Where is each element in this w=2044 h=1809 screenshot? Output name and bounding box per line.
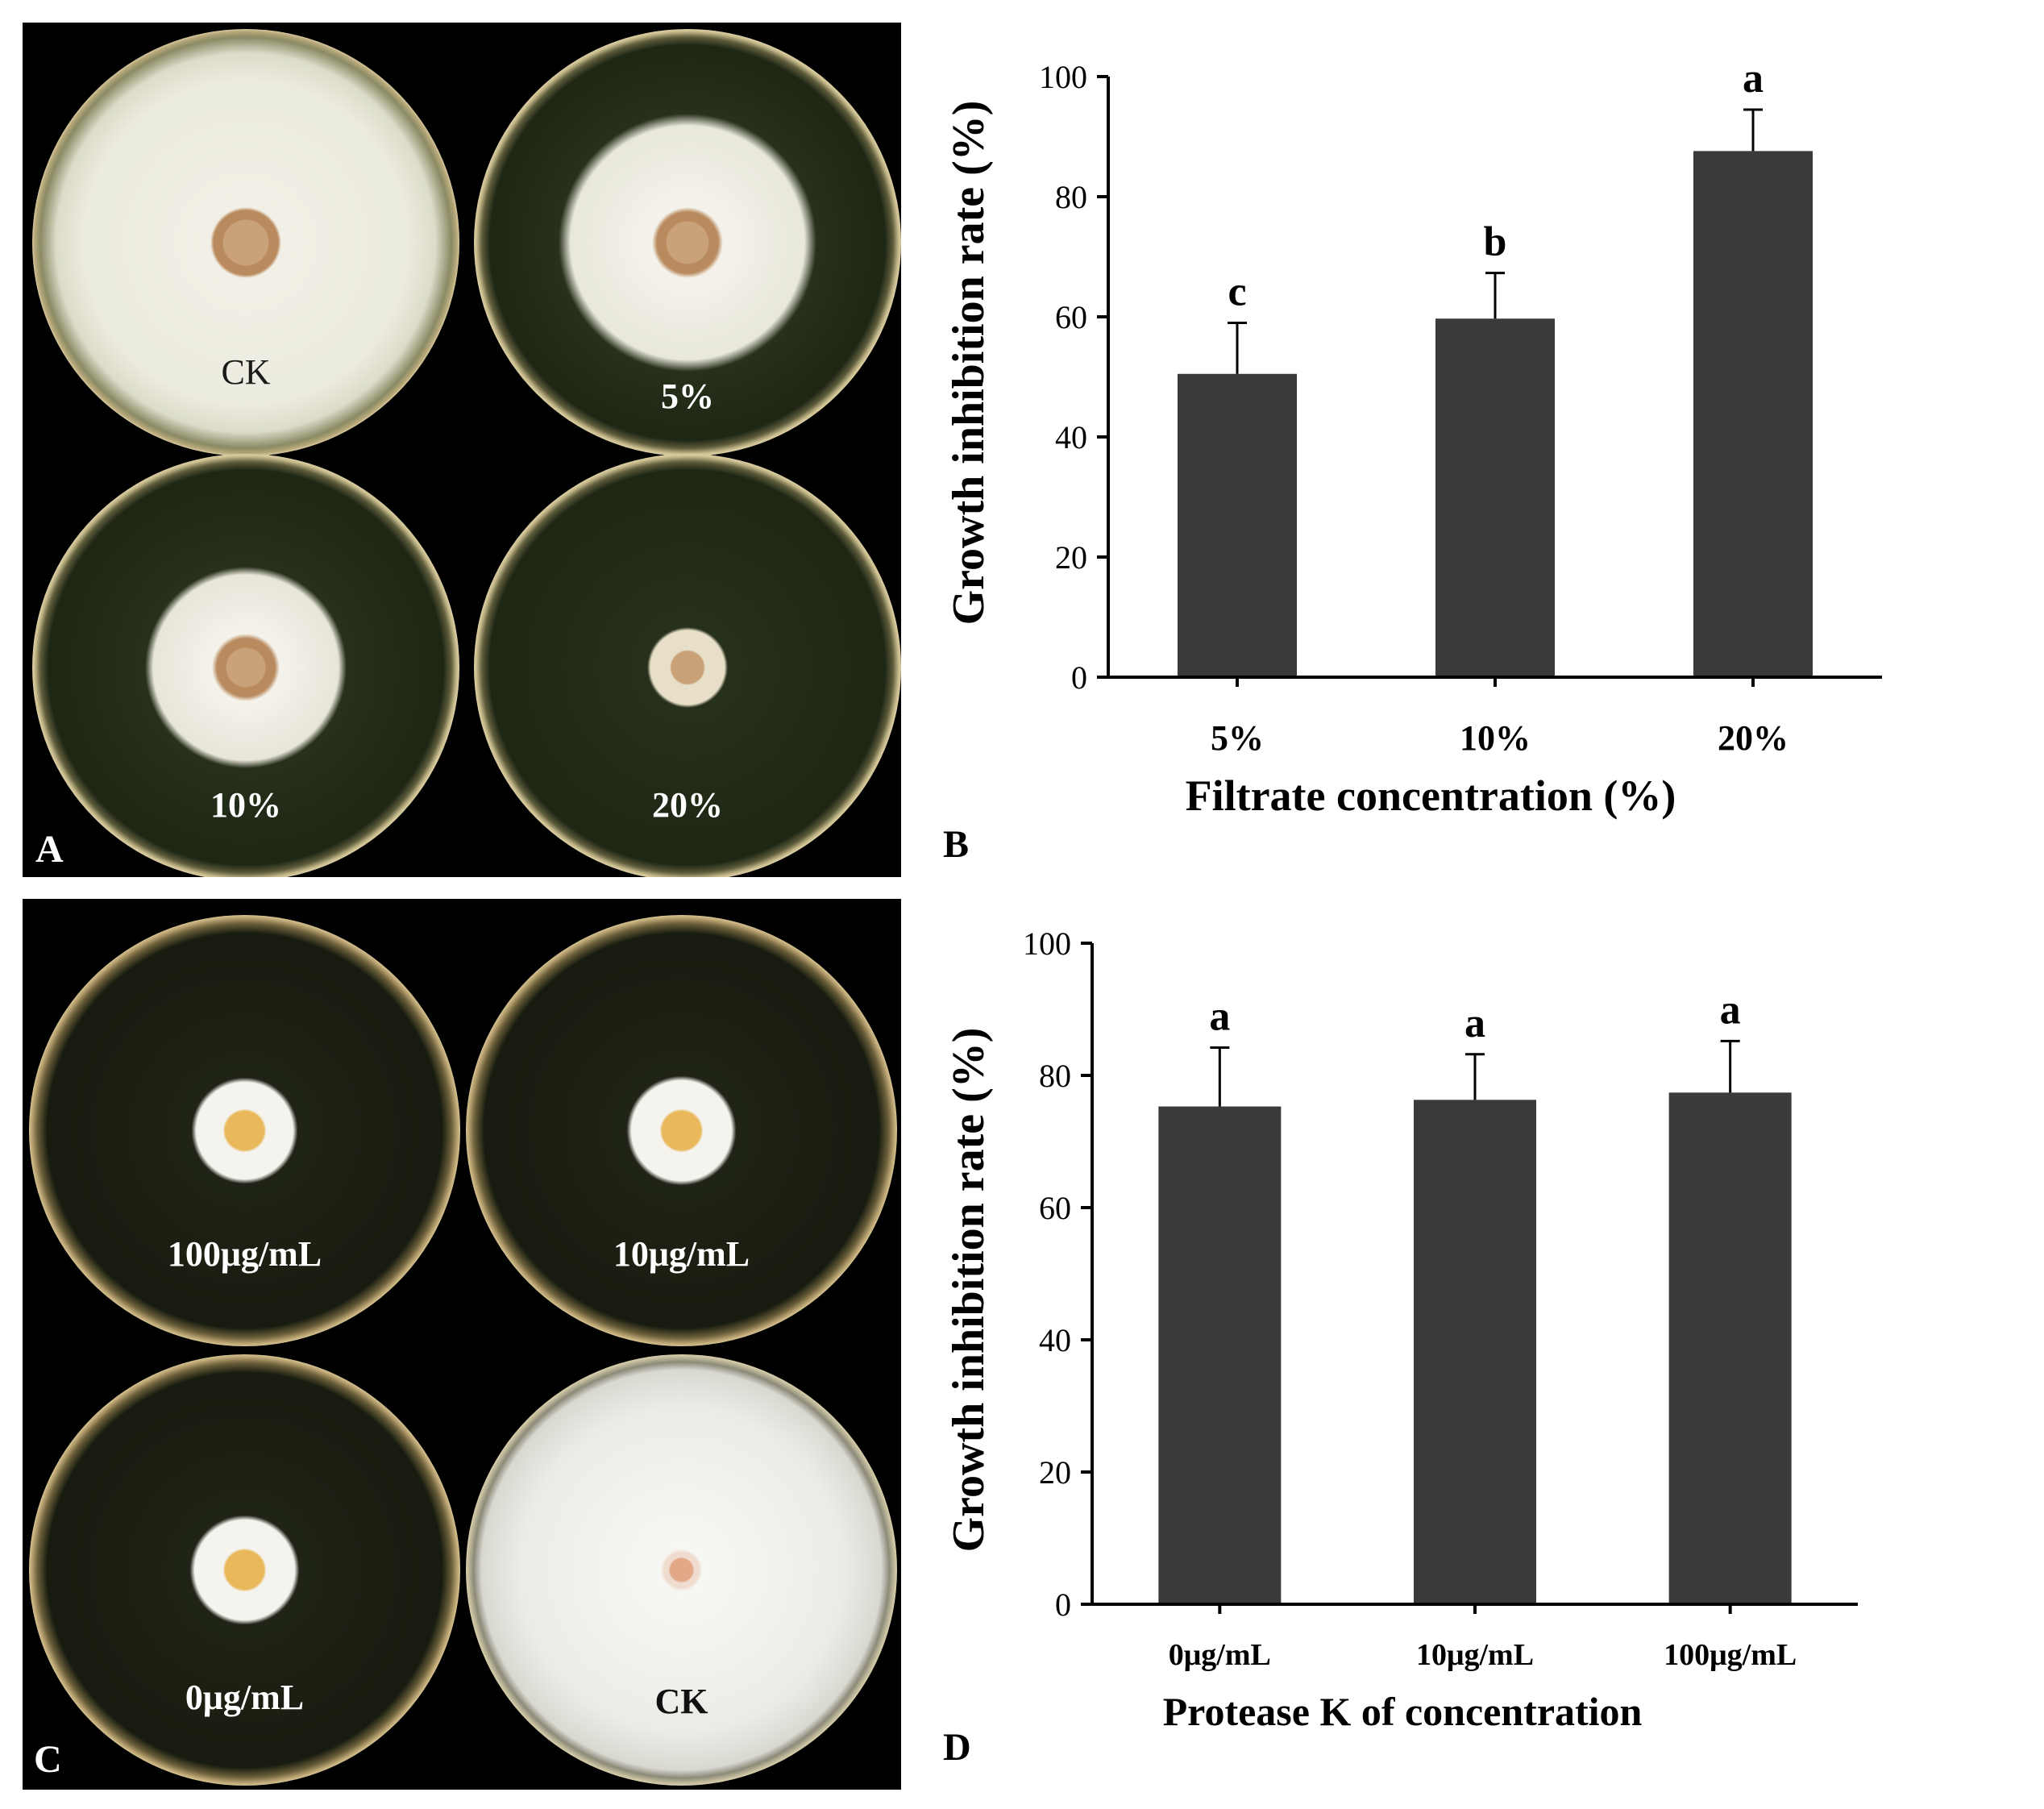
panel-a-photo: CK 5% 10% 20% A <box>23 23 901 877</box>
y-tick-label: 100 <box>1039 59 1087 95</box>
y-tick-label: 20 <box>1055 539 1087 576</box>
plate-label: CK <box>654 1682 708 1721</box>
significance-label: b <box>1484 219 1507 265</box>
y-tick-label: 60 <box>1055 299 1087 335</box>
bar <box>1414 1100 1536 1604</box>
x-tick-label: 5% <box>1211 718 1264 758</box>
plate-label: 20% <box>652 785 723 825</box>
panel-letter-d: D <box>943 1726 971 1769</box>
plate-label: 0μg/mL <box>185 1678 305 1717</box>
panel-letter-c: C <box>34 1738 62 1781</box>
plate-label: CK <box>221 352 271 392</box>
petri-dish-10ug: 10μg/mL <box>466 915 897 1346</box>
significance-label: a <box>1464 1000 1485 1046</box>
x-tick-label: 0μg/mL <box>1169 1638 1271 1672</box>
y-tick-label: 80 <box>1039 1058 1071 1094</box>
x-tick-label: 20% <box>1718 718 1788 758</box>
x-tick-label: 10μg/mL <box>1416 1638 1534 1672</box>
panel-letter-a: A <box>35 828 64 871</box>
x-axis-label: Protease K of concentration <box>1163 1689 1643 1734</box>
x-axis-label: Filtrate concentration (%) <box>1186 771 1676 820</box>
bar <box>1435 318 1555 677</box>
bar <box>1693 151 1813 677</box>
y-tick-label: 40 <box>1039 1322 1071 1358</box>
chart-d: 0 20 40 60 80 100 a a a 0μg/mL 10μg/mL 100μg/mL G… <box>944 925 1858 1734</box>
petri-dish-ck: CK <box>466 1354 897 1786</box>
panel-letter-b: B <box>943 823 970 866</box>
significance-label: a <box>1743 56 1764 102</box>
significance-label: a <box>1209 994 1230 1040</box>
y-tick-label: 40 <box>1055 419 1087 455</box>
y-axis-label: Growth inhibition rate (%) <box>944 1028 994 1553</box>
petri-dish-100ug: 100μg/mL <box>29 915 460 1346</box>
x-tick-label: 10% <box>1460 718 1531 758</box>
petri-dish-10pct: 10% <box>32 454 459 877</box>
petri-dish-0ug: 0μg/mL <box>29 1354 460 1786</box>
y-tick-label: 60 <box>1039 1190 1071 1226</box>
y-tick-label: 20 <box>1039 1454 1071 1491</box>
petri-dish-ck: CK <box>32 29 459 456</box>
y-tick-label: 100 <box>1023 925 1071 962</box>
plate-label: 100μg/mL <box>167 1234 322 1274</box>
significance-label: c <box>1228 268 1246 314</box>
y-tick-label: 0 <box>1071 659 1087 696</box>
y-axis-label: Growth inhibition rate (%) <box>944 101 994 626</box>
petri-dish-20pct: 20% <box>474 454 901 877</box>
plate-label: 10% <box>210 785 281 825</box>
plate-label: 5% <box>661 376 714 416</box>
bar <box>1158 1106 1282 1604</box>
bar <box>1668 1092 1792 1604</box>
x-tick-label: 100μg/mL <box>1664 1638 1797 1672</box>
y-tick-label: 0 <box>1055 1587 1071 1623</box>
bar <box>1178 373 1297 677</box>
significance-label: a <box>1720 987 1741 1033</box>
panel-c-photo: 100μg/mL 10μg/mL 0μg/mL CK C <box>23 899 901 1790</box>
y-tick-label: 80 <box>1055 179 1087 215</box>
chart-b: 0 20 40 60 80 100 c b a 5% 10% 20% Growth inhibit… <box>944 56 1882 820</box>
plate-label: 10μg/mL <box>613 1234 750 1274</box>
petri-dish-5pct: 5% <box>474 29 901 456</box>
